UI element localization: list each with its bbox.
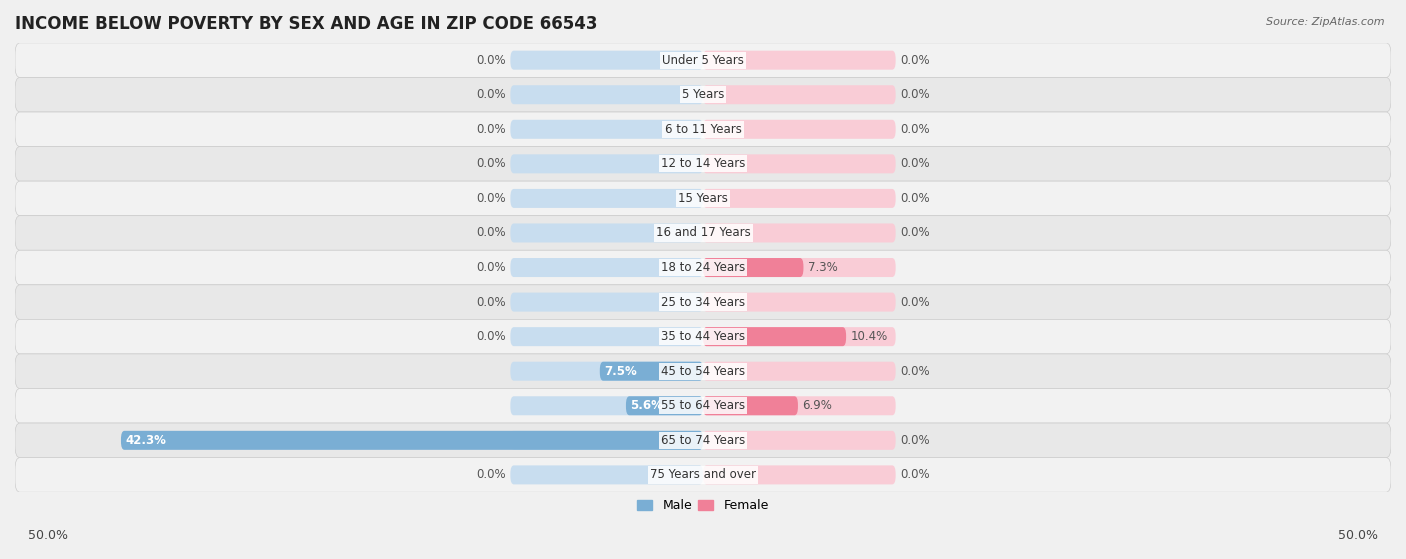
FancyBboxPatch shape bbox=[703, 292, 896, 311]
FancyBboxPatch shape bbox=[510, 466, 703, 485]
FancyBboxPatch shape bbox=[703, 51, 896, 70]
FancyBboxPatch shape bbox=[703, 431, 896, 450]
Text: 65 to 74 Years: 65 to 74 Years bbox=[661, 434, 745, 447]
FancyBboxPatch shape bbox=[15, 389, 1391, 423]
FancyBboxPatch shape bbox=[626, 396, 703, 415]
Text: 0.0%: 0.0% bbox=[900, 364, 929, 378]
FancyBboxPatch shape bbox=[15, 319, 1391, 354]
FancyBboxPatch shape bbox=[510, 120, 703, 139]
Text: 0.0%: 0.0% bbox=[477, 88, 506, 101]
Text: 7.3%: 7.3% bbox=[807, 261, 838, 274]
Text: 55 to 64 Years: 55 to 64 Years bbox=[661, 399, 745, 413]
FancyBboxPatch shape bbox=[510, 189, 703, 208]
Text: 0.0%: 0.0% bbox=[477, 468, 506, 481]
FancyBboxPatch shape bbox=[15, 354, 1391, 389]
FancyBboxPatch shape bbox=[703, 154, 896, 173]
FancyBboxPatch shape bbox=[703, 362, 896, 381]
Text: 25 to 34 Years: 25 to 34 Years bbox=[661, 296, 745, 309]
Text: 16 and 17 Years: 16 and 17 Years bbox=[655, 226, 751, 239]
FancyBboxPatch shape bbox=[510, 362, 703, 381]
FancyBboxPatch shape bbox=[703, 466, 896, 485]
FancyBboxPatch shape bbox=[703, 327, 846, 346]
Text: 0.0%: 0.0% bbox=[900, 157, 929, 170]
FancyBboxPatch shape bbox=[15, 43, 1391, 78]
Text: 42.3%: 42.3% bbox=[125, 434, 166, 447]
FancyBboxPatch shape bbox=[15, 216, 1391, 250]
FancyBboxPatch shape bbox=[703, 396, 896, 415]
FancyBboxPatch shape bbox=[510, 431, 703, 450]
FancyBboxPatch shape bbox=[15, 146, 1391, 181]
Text: 0.0%: 0.0% bbox=[477, 123, 506, 136]
FancyBboxPatch shape bbox=[703, 85, 896, 104]
FancyBboxPatch shape bbox=[15, 423, 1391, 458]
FancyBboxPatch shape bbox=[703, 224, 896, 243]
FancyBboxPatch shape bbox=[510, 154, 703, 173]
Text: 0.0%: 0.0% bbox=[900, 296, 929, 309]
FancyBboxPatch shape bbox=[510, 396, 703, 415]
FancyBboxPatch shape bbox=[510, 85, 703, 104]
Text: 0.0%: 0.0% bbox=[900, 434, 929, 447]
FancyBboxPatch shape bbox=[703, 120, 896, 139]
Text: 0.0%: 0.0% bbox=[477, 296, 506, 309]
Text: Source: ZipAtlas.com: Source: ZipAtlas.com bbox=[1267, 17, 1385, 27]
Text: 10.4%: 10.4% bbox=[851, 330, 887, 343]
FancyBboxPatch shape bbox=[703, 327, 896, 346]
FancyBboxPatch shape bbox=[510, 258, 703, 277]
Text: 18 to 24 Years: 18 to 24 Years bbox=[661, 261, 745, 274]
Legend: Male, Female: Male, Female bbox=[633, 494, 773, 518]
FancyBboxPatch shape bbox=[703, 189, 896, 208]
Text: 5 Years: 5 Years bbox=[682, 88, 724, 101]
FancyBboxPatch shape bbox=[15, 112, 1391, 146]
Text: 0.0%: 0.0% bbox=[900, 192, 929, 205]
Text: 35 to 44 Years: 35 to 44 Years bbox=[661, 330, 745, 343]
FancyBboxPatch shape bbox=[121, 431, 703, 450]
Text: 7.5%: 7.5% bbox=[605, 364, 637, 378]
FancyBboxPatch shape bbox=[15, 250, 1391, 285]
Text: 12 to 14 Years: 12 to 14 Years bbox=[661, 157, 745, 170]
Text: 5.6%: 5.6% bbox=[630, 399, 664, 413]
Text: 75 Years and over: 75 Years and over bbox=[650, 468, 756, 481]
Text: 0.0%: 0.0% bbox=[900, 88, 929, 101]
FancyBboxPatch shape bbox=[15, 78, 1391, 112]
FancyBboxPatch shape bbox=[15, 458, 1391, 492]
FancyBboxPatch shape bbox=[703, 396, 799, 415]
Text: 45 to 54 Years: 45 to 54 Years bbox=[661, 364, 745, 378]
Text: INCOME BELOW POVERTY BY SEX AND AGE IN ZIP CODE 66543: INCOME BELOW POVERTY BY SEX AND AGE IN Z… bbox=[15, 15, 598, 33]
Text: 0.0%: 0.0% bbox=[477, 330, 506, 343]
Text: 6.9%: 6.9% bbox=[801, 399, 832, 413]
FancyBboxPatch shape bbox=[510, 224, 703, 243]
FancyBboxPatch shape bbox=[510, 51, 703, 70]
Text: 15 Years: 15 Years bbox=[678, 192, 728, 205]
Text: 0.0%: 0.0% bbox=[477, 192, 506, 205]
Text: 0.0%: 0.0% bbox=[900, 226, 929, 239]
FancyBboxPatch shape bbox=[703, 258, 896, 277]
FancyBboxPatch shape bbox=[510, 292, 703, 311]
Text: 0.0%: 0.0% bbox=[477, 54, 506, 67]
Text: 0.0%: 0.0% bbox=[900, 123, 929, 136]
Text: 0.0%: 0.0% bbox=[900, 54, 929, 67]
Text: 50.0%: 50.0% bbox=[1339, 529, 1378, 542]
FancyBboxPatch shape bbox=[510, 327, 703, 346]
FancyBboxPatch shape bbox=[703, 258, 803, 277]
Text: 50.0%: 50.0% bbox=[28, 529, 67, 542]
FancyBboxPatch shape bbox=[15, 285, 1391, 319]
FancyBboxPatch shape bbox=[600, 362, 703, 381]
Text: 0.0%: 0.0% bbox=[900, 468, 929, 481]
Text: 0.0%: 0.0% bbox=[477, 261, 506, 274]
Text: 6 to 11 Years: 6 to 11 Years bbox=[665, 123, 741, 136]
FancyBboxPatch shape bbox=[15, 181, 1391, 216]
Text: Under 5 Years: Under 5 Years bbox=[662, 54, 744, 67]
Text: 0.0%: 0.0% bbox=[477, 157, 506, 170]
Text: 0.0%: 0.0% bbox=[477, 226, 506, 239]
